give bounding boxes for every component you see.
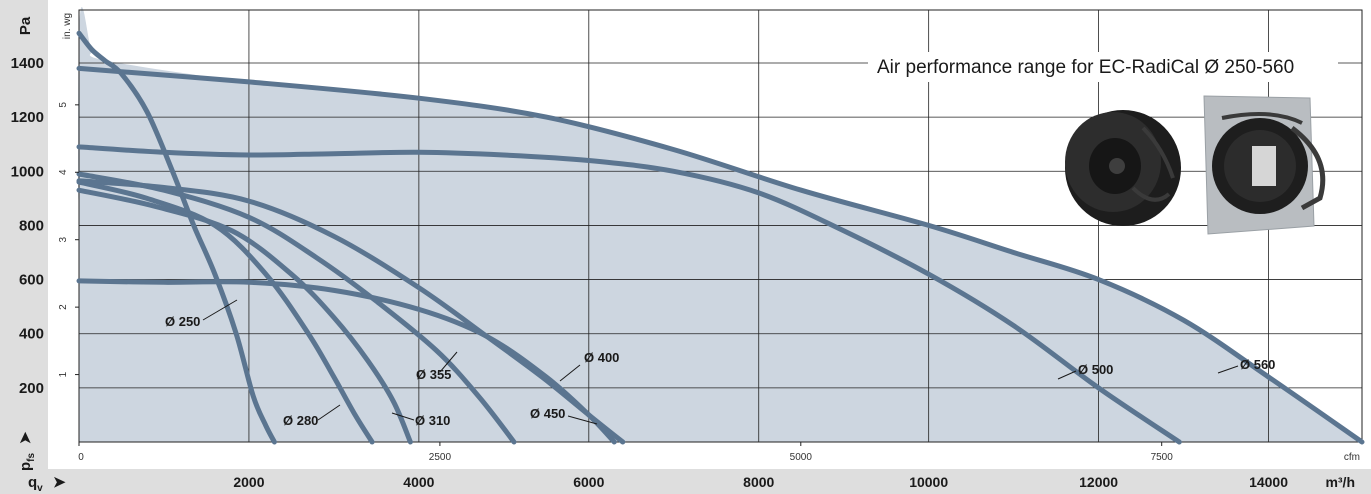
x-axis-band (0, 469, 1371, 494)
series-label: Ø 500 (1078, 362, 1113, 377)
y-arrow-icon: ➤ (17, 431, 34, 444)
plot-frame (78, 9, 1363, 443)
y-secondary-tick-label: 4 (58, 169, 69, 175)
series-label: Ø 310 (415, 413, 450, 428)
label-leader-line (439, 351, 458, 373)
y-secondary-axis-label: in. wg (62, 13, 73, 39)
x-tick-label: 10000 (909, 474, 948, 490)
x-secondary-axis-unit: cfm (1344, 452, 1360, 463)
x-quantity-symbol: q (28, 474, 37, 491)
series-line (76, 30, 277, 445)
y-quantity-symbol: p (17, 462, 34, 471)
series-line (76, 278, 617, 445)
x-secondary-tick-label: 0 (78, 452, 84, 463)
series-line (76, 171, 517, 445)
series-line (76, 65, 1365, 445)
x-tick-label: 2000 (233, 474, 264, 490)
y-secondary-tick-label: 1 (58, 371, 69, 377)
series-label: Ø 400 (584, 350, 619, 365)
y-tick-label: 1000 (11, 163, 44, 180)
y-secondary-tick-label: 3 (58, 236, 69, 242)
x-quantity-subscript: v (37, 483, 43, 494)
y-secondary-tick-label: 5 (58, 102, 69, 108)
fan-module-with-mounting-plate-image (1203, 95, 1326, 235)
y-axis-label: Pa (17, 16, 34, 35)
x-secondary-tick-label: 2500 (429, 452, 452, 463)
x-tick-label: 4000 (403, 474, 434, 490)
radial-fan-impeller-image (1065, 110, 1181, 226)
y-tick-label: 200 (19, 380, 44, 397)
y-quantity-label: pfs (17, 453, 37, 472)
x-axis-unit: m³/h (1325, 474, 1355, 490)
label-leader-line (1217, 365, 1239, 374)
y-tick-label: 800 (19, 217, 44, 234)
chart-title: Air performance range for EC-RadiCal Ø 2… (877, 57, 1294, 78)
y-quantity-subscript: fs (26, 453, 37, 462)
label-leader-line (202, 299, 238, 321)
x-tick-label: 12000 (1079, 474, 1118, 490)
axis-ticks: 200 400 600 800 1000 1200 1400 2000 4000 6000 8000… (11, 55, 1289, 490)
label-leader-line (1057, 370, 1077, 380)
x-secondary-tick-label: 5000 (790, 452, 813, 463)
series-label: Ø 355 (416, 367, 451, 382)
label-leader-line (391, 412, 415, 421)
y-tick-label: 1400 (11, 55, 44, 72)
y-axis-band (0, 0, 48, 494)
series-label: Ø 450 (530, 406, 565, 421)
curves: Ø 250 Ø 280 Ø 310 Ø 355 Ø 400 Ø 450 Ø 500 Ø 560 (76, 30, 1365, 445)
y-secondary-tick-label: 2 (58, 304, 69, 310)
series-label: Ø 280 (283, 413, 318, 428)
y-tick-label: 400 (19, 326, 44, 343)
y-tick-label: 600 (19, 272, 44, 289)
svg-text:qv: qv (28, 474, 43, 494)
series-line (76, 179, 375, 445)
svg-text:pfs: pfs (17, 453, 37, 472)
performance-range-fill (78, 7, 1363, 442)
series-line (76, 144, 1182, 445)
y-tick-label: 1200 (11, 109, 44, 126)
label-leader-line (567, 415, 598, 425)
x-tick-label: 6000 (573, 474, 604, 490)
series-label: Ø 560 (1240, 357, 1275, 372)
series-label: Ø 250 (165, 314, 200, 329)
x-arrow-icon: ➤ (53, 474, 66, 491)
label-leader-line (559, 364, 581, 382)
label-leader-line (317, 404, 341, 421)
title-backdrop (868, 52, 1338, 82)
x-secondary-tick-label: 7500 (1151, 452, 1174, 463)
x-quantity-label: qv (28, 474, 43, 494)
plot-area: Ø 250 Ø 280 Ø 310 Ø 355 Ø 400 Ø 450 Ø 500 Ø 560 (76, 7, 1365, 445)
x-tick-label: 14000 (1249, 474, 1288, 490)
x-tick-label: 8000 (743, 474, 774, 490)
